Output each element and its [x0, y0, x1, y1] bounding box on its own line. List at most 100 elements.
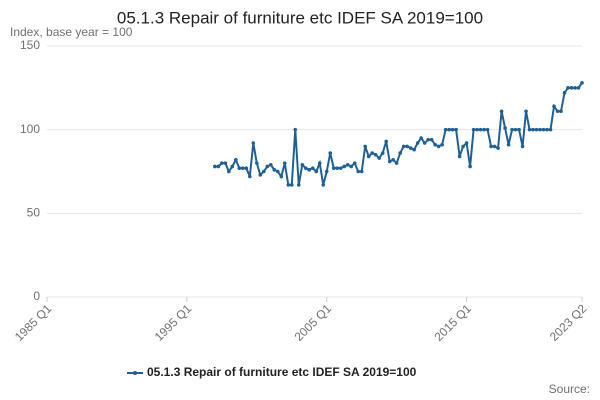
point [475, 127, 479, 132]
y-tick-label: 100 [20, 122, 40, 136]
point [524, 109, 528, 114]
point [324, 169, 329, 174]
point [359, 169, 364, 174]
point [279, 174, 284, 179]
point [286, 183, 291, 187]
point [401, 144, 406, 149]
legend-label: 05.1.3 Repair of furniture etc IDEF SA 2… [147, 365, 417, 379]
point [303, 166, 308, 170]
point [317, 161, 322, 165]
point [562, 91, 567, 95]
point [471, 127, 476, 132]
point [555, 109, 560, 114]
point [338, 166, 343, 170]
point [377, 156, 381, 160]
point [429, 137, 434, 142]
legend-marker [133, 371, 137, 375]
point [443, 127, 448, 132]
point [223, 161, 228, 165]
point [506, 142, 511, 147]
point [576, 86, 581, 90]
point [548, 127, 553, 132]
point [220, 161, 224, 165]
point [248, 174, 252, 179]
point [492, 144, 497, 149]
point [503, 126, 507, 130]
series-line [214, 82, 583, 186]
point [373, 152, 378, 157]
point [380, 151, 385, 155]
point [450, 127, 455, 132]
point [227, 169, 231, 174]
point [538, 127, 542, 132]
point [345, 163, 350, 167]
point [307, 168, 312, 172]
point [335, 166, 340, 170]
x-tick-label: 1995 Q1 [152, 301, 195, 344]
point [412, 147, 416, 152]
point [328, 151, 333, 155]
point [293, 127, 298, 132]
y-tick-label: 50 [27, 206, 41, 220]
point [289, 183, 294, 187]
point [545, 127, 549, 132]
point [405, 144, 409, 149]
point [489, 144, 493, 149]
point [534, 127, 539, 132]
chart-title: 05.1.3 Repair of furniture etc IDEF SA 2… [117, 8, 483, 27]
point [419, 136, 423, 140]
point [282, 161, 287, 165]
point [370, 151, 374, 155]
point [387, 159, 392, 164]
point [447, 127, 451, 132]
point [569, 86, 574, 90]
point [408, 146, 413, 150]
point [261, 169, 266, 174]
point [265, 164, 270, 169]
y-tick-label: 150 [20, 38, 40, 52]
point [436, 144, 441, 149]
point [454, 127, 458, 132]
x-tick-label: 2023 Q2 [547, 301, 590, 344]
point [517, 127, 521, 132]
point [468, 164, 472, 169]
point [510, 127, 514, 132]
point [426, 137, 430, 142]
point [366, 154, 371, 159]
point [391, 157, 395, 162]
point [258, 173, 263, 177]
subtitle: Index, base year = 100 [10, 25, 133, 39]
x-tick-label: 1985 Q1 [12, 301, 55, 344]
point [352, 161, 357, 165]
point [457, 154, 462, 159]
point [513, 127, 518, 132]
x-tick-label: 2015 Q1 [432, 301, 475, 344]
point [520, 144, 525, 149]
point [268, 163, 273, 167]
point [461, 144, 465, 149]
point [237, 166, 242, 170]
point [331, 166, 336, 170]
point [356, 169, 361, 174]
point [234, 157, 238, 162]
point [482, 127, 486, 132]
point [433, 142, 437, 147]
x-tick-label: 2005 Q1 [292, 301, 335, 344]
point [272, 168, 277, 172]
point [300, 163, 305, 167]
point [573, 86, 577, 90]
point [314, 169, 319, 174]
point [398, 151, 402, 155]
point [531, 127, 535, 132]
point [496, 146, 500, 150]
point [552, 104, 556, 109]
point [349, 164, 354, 169]
point [485, 127, 490, 132]
point [342, 164, 347, 169]
point [213, 164, 217, 169]
point [541, 127, 546, 132]
point [244, 166, 249, 170]
point [363, 144, 368, 149]
point [527, 127, 532, 132]
